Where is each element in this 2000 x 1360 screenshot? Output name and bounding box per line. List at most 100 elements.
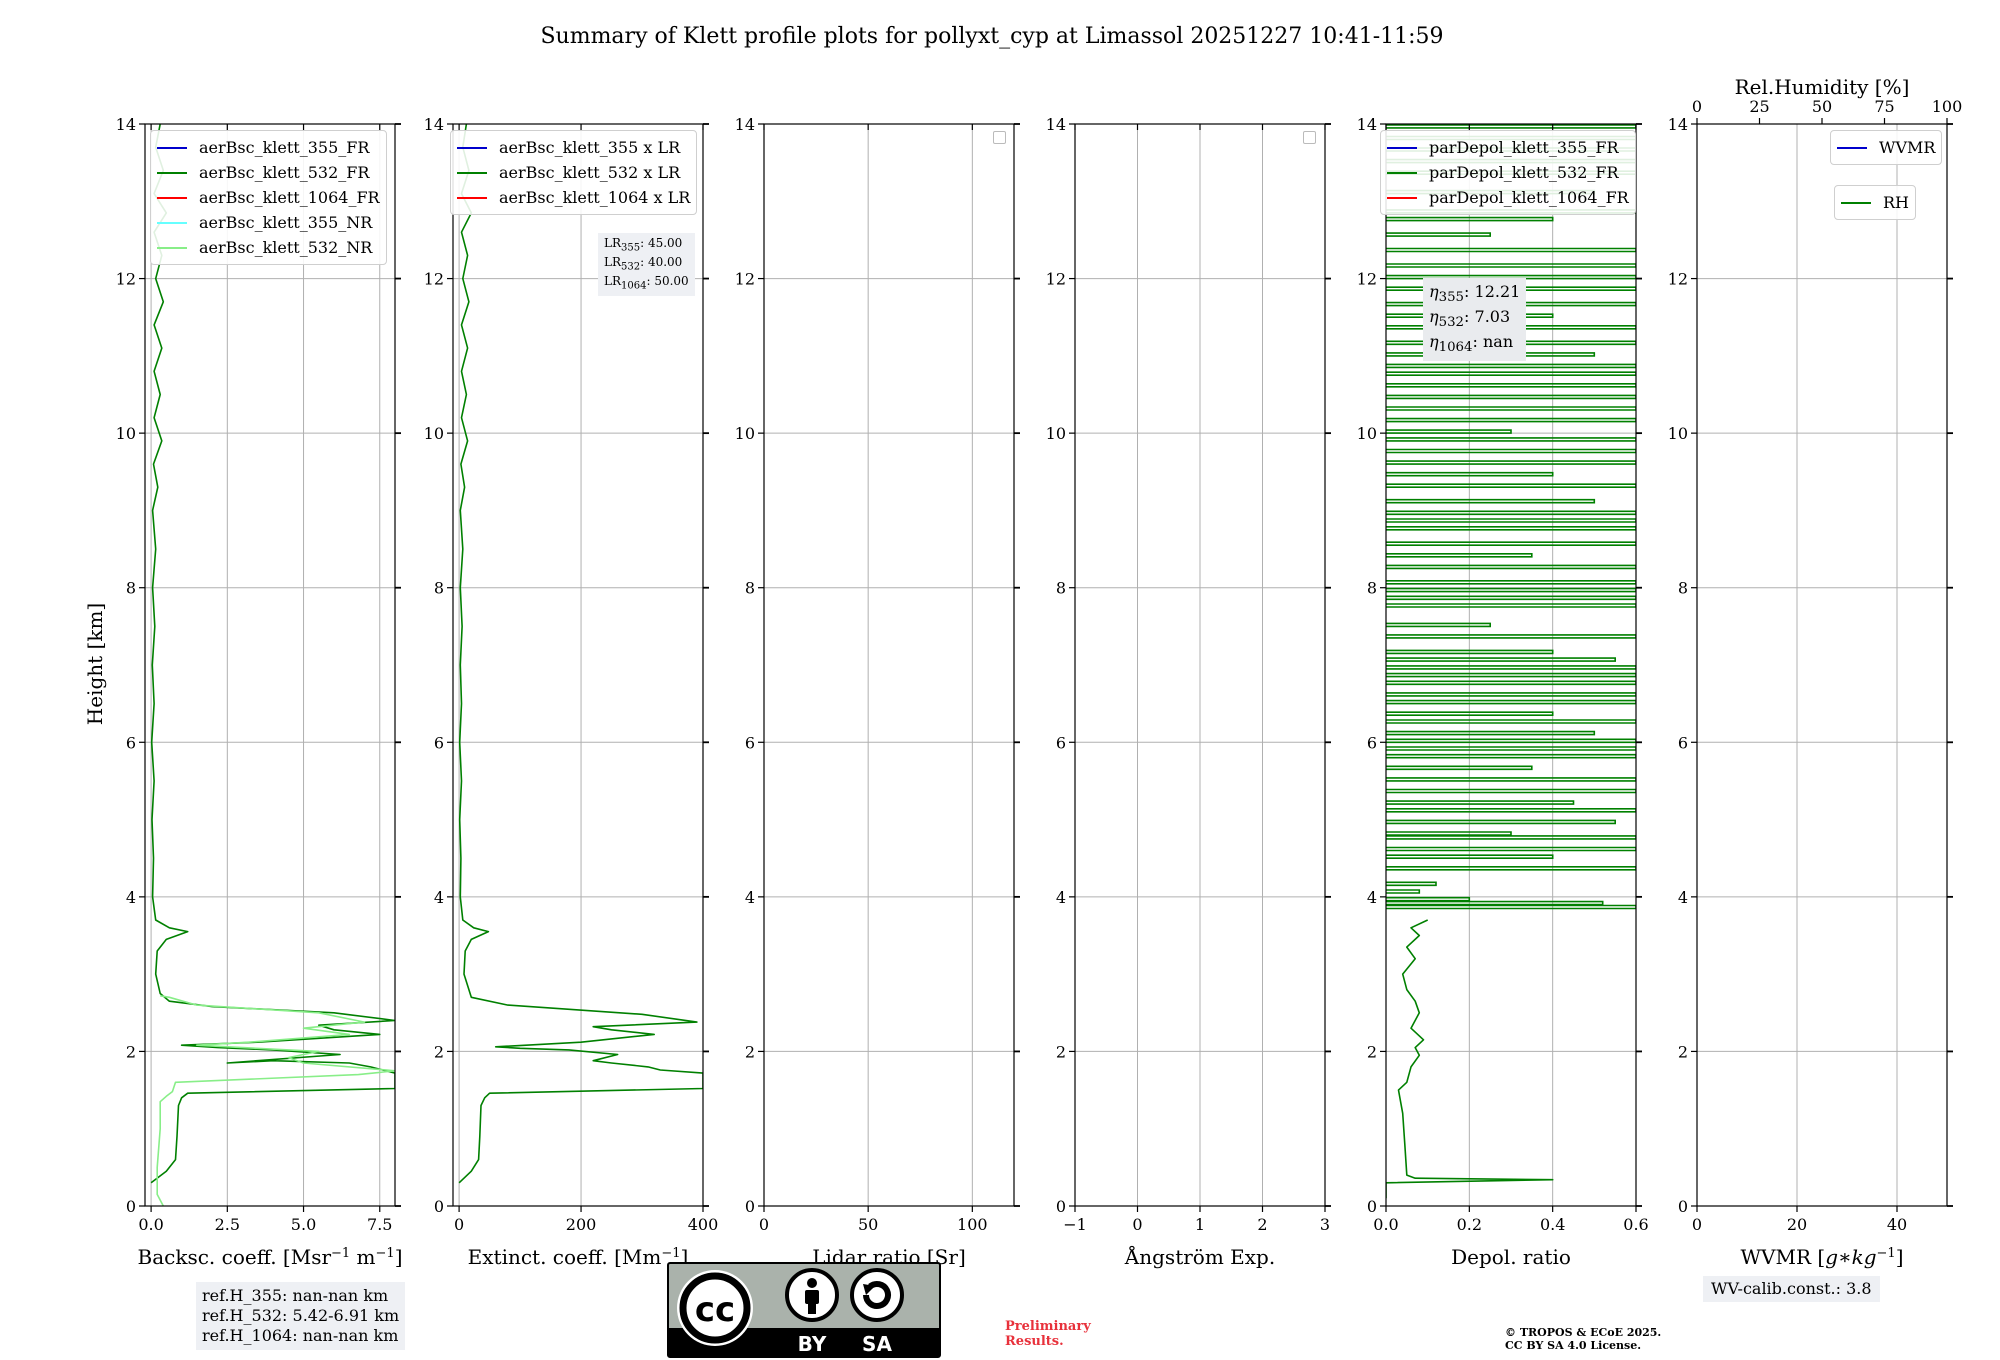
depol-spike bbox=[1386, 900, 1604, 906]
label-sup: −1 bbox=[376, 1246, 395, 1261]
depol-spike bbox=[1386, 719, 1636, 724]
lr-sub: 355 bbox=[621, 242, 641, 254]
x-tick-label: 0.6 bbox=[1623, 1215, 1648, 1234]
series-line-aerBsc_klett_532_FR bbox=[150, 124, 395, 1184]
copyright-line: CC BY SA 4.0 License. bbox=[1505, 1339, 1642, 1353]
y-tick-label: 0 bbox=[1678, 1197, 1688, 1216]
label-part: Extinct. coeff. [Mm bbox=[468, 1245, 662, 1269]
y-tick-label: 14 bbox=[1357, 115, 1377, 134]
top-tick-label: 0 bbox=[1692, 97, 1702, 116]
label-part: ] bbox=[1896, 1245, 1904, 1269]
y-tick-label: 8 bbox=[745, 579, 755, 598]
extinction-legend: aerBsc_klett_355 x LR aerBsc_klett_532 x… bbox=[450, 130, 698, 215]
y-tick-label: 10 bbox=[735, 424, 755, 443]
x-tick-label: 0.2 bbox=[1457, 1215, 1482, 1234]
legend-swatch bbox=[457, 171, 487, 174]
label-part: m bbox=[350, 1245, 375, 1269]
legend-item: RH bbox=[1841, 190, 1909, 215]
label-sup: −1 bbox=[1877, 1246, 1896, 1261]
eta-info-box: η355: 12.21 η532: 7.03 η1064: nan bbox=[1423, 278, 1527, 361]
depol-spike bbox=[1386, 394, 1636, 400]
y-tick-label: 6 bbox=[126, 733, 136, 752]
empty-legend-box bbox=[1303, 131, 1316, 144]
copyright-line: © TROPOS & ECoE 2025. bbox=[1505, 1326, 1662, 1339]
eta-value: : nan bbox=[1472, 331, 1514, 351]
depol-spike bbox=[1386, 518, 1636, 523]
top-axis-label: Rel.Humidity [%] bbox=[1735, 75, 1910, 99]
label-math: g∗kg bbox=[1825, 1245, 1876, 1269]
eta-symbol: η bbox=[1429, 282, 1439, 301]
cc-circle-icon bbox=[679, 1272, 751, 1344]
depol-spike bbox=[1386, 896, 1471, 902]
depol-spike bbox=[1386, 777, 1636, 782]
label-sup: −1 bbox=[661, 1246, 680, 1261]
depol-spike bbox=[1386, 649, 1554, 655]
plot-frame bbox=[1696, 123, 1948, 1207]
y-tick-label: 0 bbox=[126, 1197, 136, 1216]
depol-spike bbox=[1386, 699, 1636, 705]
y-axis-label: Height [km] bbox=[83, 603, 107, 725]
label-part: ] bbox=[395, 1245, 403, 1269]
depol-spike bbox=[1386, 881, 1437, 887]
plot-frame bbox=[1385, 123, 1637, 1207]
x-axis-label: WVMR [g∗kg−1] bbox=[1740, 1245, 1903, 1269]
depol-spike bbox=[1386, 363, 1636, 369]
plot-frame bbox=[763, 123, 1015, 1207]
y-tick-label: 12 bbox=[424, 270, 444, 289]
y-tick-label: 10 bbox=[116, 424, 136, 443]
y-tick-label: 12 bbox=[735, 270, 755, 289]
depol-spike bbox=[1386, 580, 1636, 585]
lr-line-355: LR355: 45.00 bbox=[604, 236, 689, 255]
x-tick-label: 0 bbox=[454, 1215, 464, 1234]
preliminary-line: Results. bbox=[1005, 1333, 1064, 1349]
y-tick-label: 4 bbox=[126, 888, 136, 907]
legend-swatch bbox=[1387, 196, 1417, 199]
legend-item: aerBsc_klett_532_FR bbox=[157, 160, 380, 185]
depol-spike bbox=[1386, 553, 1533, 558]
lr-line-532: LR532: 40.00 bbox=[604, 255, 689, 274]
y-tick-label: 2 bbox=[1678, 1042, 1688, 1061]
x-tick-label: 1 bbox=[1195, 1215, 1205, 1234]
depol-spike bbox=[1386, 383, 1636, 388]
y-tick-label: 8 bbox=[126, 579, 136, 598]
backscatter-legend: aerBsc_klett_355_FR aerBsc_klett_532_FR … bbox=[150, 130, 387, 265]
lidar-ratio-info-box: LR355: 45.00 LR532: 40.00 LR1064: 50.00 bbox=[598, 233, 695, 296]
preliminary-line: Preliminary bbox=[1005, 1319, 1091, 1334]
depol-spike bbox=[1386, 831, 1512, 836]
ref-line: ref.H_355: nan-nan km bbox=[202, 1286, 389, 1305]
y-tick-label: 6 bbox=[1678, 733, 1688, 752]
depol-spike bbox=[1386, 232, 1491, 237]
depol-spike bbox=[1386, 247, 1636, 253]
x-tick-label: 200 bbox=[566, 1215, 597, 1234]
x-tick-label: 0.4 bbox=[1540, 1215, 1565, 1234]
eta-sub: 1064 bbox=[1438, 339, 1473, 355]
y-tick-label: 14 bbox=[116, 115, 136, 134]
eta-sub: 532 bbox=[1438, 315, 1465, 331]
wv-calibration-box: WV-calib.const.: 3.8 bbox=[1703, 1276, 1880, 1302]
eta-value: : 12.21 bbox=[1464, 282, 1521, 301]
top-tick-label: 100 bbox=[1932, 97, 1963, 116]
depol-spike bbox=[1386, 587, 1636, 593]
depol-spike bbox=[1386, 866, 1636, 871]
cc-text: cc bbox=[695, 1290, 735, 1330]
depol-spike bbox=[1386, 765, 1533, 771]
label-part: Backsc. coeff. [Msr bbox=[138, 1245, 332, 1269]
legend-item: parDepol_klett_355_FR bbox=[1387, 135, 1629, 160]
depol-spike bbox=[1386, 622, 1491, 628]
x-tick-label: 0 bbox=[1692, 1215, 1702, 1234]
legend-swatch bbox=[157, 171, 187, 174]
depol-spike bbox=[1386, 541, 1636, 546]
series-line-aerBsc_klett_532_NR bbox=[156, 995, 395, 1206]
y-tick-label: 6 bbox=[434, 733, 444, 752]
lr-sub: 532 bbox=[621, 261, 641, 273]
x-tick-label: 7.5 bbox=[367, 1215, 392, 1234]
lr-line-1064: LR1064: 50.00 bbox=[604, 274, 689, 293]
legend-label: WVMR bbox=[1879, 138, 1936, 157]
x-tick-label: 20 bbox=[1787, 1215, 1807, 1234]
y-tick-label: 4 bbox=[1678, 888, 1688, 907]
legend-swatch bbox=[157, 146, 187, 149]
legend-label: aerBsc_klett_1064_FR bbox=[199, 188, 380, 207]
figure-title: Summary of Klett profile plots for polly… bbox=[540, 24, 1443, 49]
depol-spike bbox=[1386, 406, 1636, 411]
